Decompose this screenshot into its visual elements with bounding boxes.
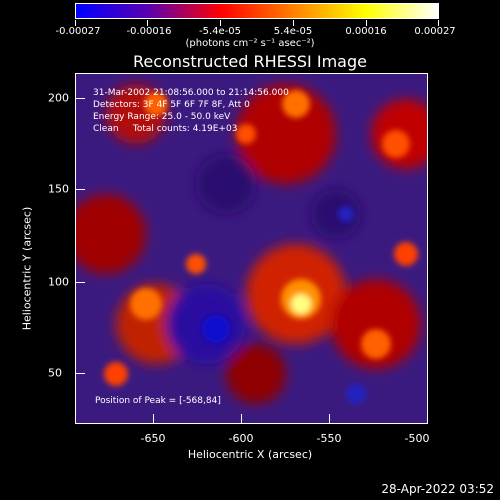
y-tick-label: 150 xyxy=(48,182,69,196)
colorbar-tick-label: 0.00016 xyxy=(345,26,387,37)
clean-counts-text: Clean Total counts: 4.19E+03 xyxy=(93,124,238,134)
colorbar-tick-label: -0.00027 xyxy=(55,26,101,37)
rhessi-image xyxy=(75,73,428,424)
x-tick-label: -550 xyxy=(316,432,342,445)
colorbar-tick-label: -0.00016 xyxy=(126,26,172,37)
y-tick-label: 100 xyxy=(48,275,69,289)
image-annotations: 31-Mar-2002 21:08:56.000 to 21:14:56.000… xyxy=(93,87,289,135)
colorbar-units: (photons cm⁻² s⁻¹ asec⁻²) xyxy=(185,38,315,49)
x-tick-label: -500 xyxy=(404,432,430,445)
x-axis-label: Heliocentric X (arcsec) xyxy=(187,448,313,461)
y-axis-label: Heliocentric Y (arcsec) xyxy=(20,206,34,331)
colorbar-tick-label: 5.4e-05 xyxy=(273,26,313,37)
colorbar xyxy=(75,3,439,19)
x-tick-label: -600 xyxy=(228,432,254,445)
x-tick-label: -650 xyxy=(140,432,166,445)
footer-timestamp: 28-Apr-2022 03:52 xyxy=(381,482,494,496)
y-tick-label: 200 xyxy=(48,91,69,105)
plot-title: Reconstructed RHESSI Image xyxy=(133,52,367,71)
y-tick-label: 50 xyxy=(48,366,62,380)
peak-position-text: Position of Peak = [-568,84] xyxy=(95,396,221,406)
colorbar-tick-label: -5.4e-05 xyxy=(199,26,241,37)
time-range-text: 31-Mar-2002 21:08:56.000 to 21:14:56.000 xyxy=(93,88,289,98)
energy-range-text: Energy Range: 25.0 - 50.0 keV xyxy=(93,112,231,122)
detectors-text: Detectors: 3F 4F 5F 6F 7F 8F, Att 0 xyxy=(93,100,250,110)
colorbar-tick-label: 0.00027 xyxy=(414,26,456,37)
